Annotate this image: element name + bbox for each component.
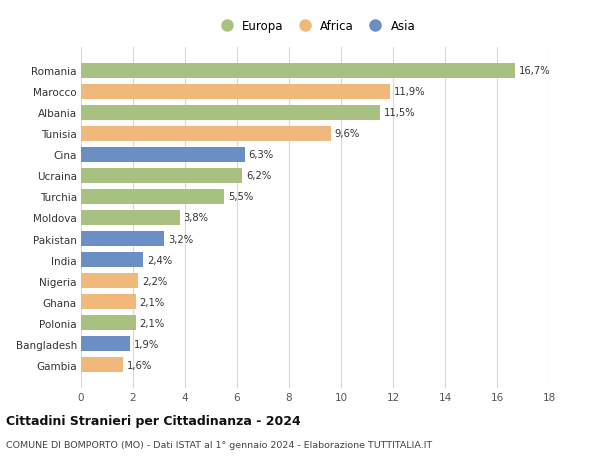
Bar	[81, 127, 331, 142]
Text: 2,1%: 2,1%	[139, 297, 165, 307]
Bar	[81, 274, 138, 289]
Bar	[81, 106, 380, 121]
Bar	[81, 357, 122, 372]
Text: 11,9%: 11,9%	[394, 87, 426, 97]
Text: 2,1%: 2,1%	[139, 318, 165, 328]
Legend: Europa, Africa, Asia: Europa, Africa, Asia	[215, 20, 415, 33]
Bar	[81, 231, 164, 246]
Text: 1,6%: 1,6%	[127, 360, 152, 370]
Bar	[81, 168, 242, 184]
Bar	[81, 294, 136, 309]
Text: COMUNE DI BOMPORTO (MO) - Dati ISTAT al 1° gennaio 2024 - Elaborazione TUTTITALI: COMUNE DI BOMPORTO (MO) - Dati ISTAT al …	[6, 441, 432, 449]
Text: 11,5%: 11,5%	[384, 108, 416, 118]
Text: 1,9%: 1,9%	[134, 339, 160, 349]
Bar	[81, 211, 180, 225]
Text: 5,5%: 5,5%	[228, 192, 253, 202]
Text: 9,6%: 9,6%	[335, 129, 360, 139]
Text: 6,2%: 6,2%	[246, 171, 271, 181]
Bar	[81, 336, 130, 352]
Text: 3,2%: 3,2%	[168, 234, 193, 244]
Text: 2,4%: 2,4%	[148, 255, 172, 265]
Bar	[81, 190, 224, 205]
Text: 6,3%: 6,3%	[249, 150, 274, 160]
Bar	[81, 147, 245, 162]
Text: 2,2%: 2,2%	[142, 276, 167, 286]
Bar	[81, 64, 515, 79]
Text: Cittadini Stranieri per Cittadinanza - 2024: Cittadini Stranieri per Cittadinanza - 2…	[6, 414, 301, 428]
Text: 16,7%: 16,7%	[519, 66, 551, 76]
Bar	[81, 84, 391, 100]
Text: 3,8%: 3,8%	[184, 213, 209, 223]
Bar	[81, 252, 143, 268]
Bar	[81, 315, 136, 330]
